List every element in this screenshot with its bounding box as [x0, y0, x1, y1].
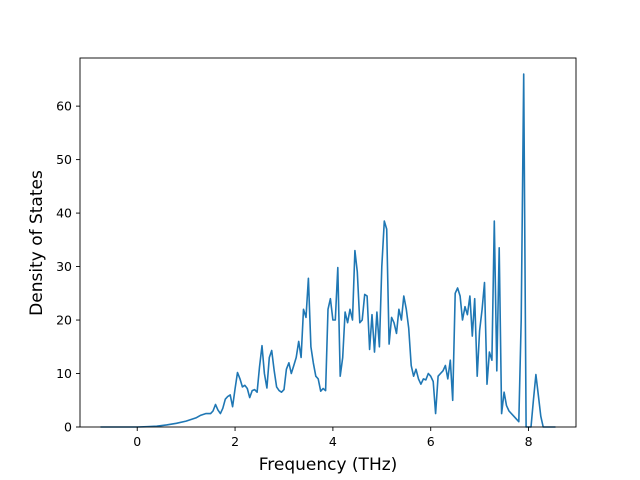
x-tick-label: 0	[133, 434, 141, 449]
dos-line-series-0	[100, 73, 556, 428]
y-tick-label: 40	[56, 206, 72, 221]
y-tick-label: 30	[56, 259, 72, 274]
y-tick-label: 10	[56, 366, 72, 381]
y-tick-label: 0	[64, 420, 72, 435]
x-tick-label: 8	[525, 434, 533, 449]
y-tick-label: 50	[56, 152, 72, 167]
x-axis-label: Frequency (THz)	[259, 455, 398, 475]
plot-area	[79, 57, 577, 428]
y-tick-label: 60	[56, 99, 72, 114]
x-tick-label: 4	[329, 434, 337, 449]
axis-ticks: 0 2 4 6 8 0 10 20 30 40 50 60	[56, 99, 532, 449]
y-axis-label: Density of States	[27, 170, 47, 316]
x-tick-label: 2	[231, 434, 239, 449]
y-tick-label: 20	[56, 313, 72, 328]
x-tick-label: 6	[427, 434, 435, 449]
plot-frame	[79, 57, 577, 428]
